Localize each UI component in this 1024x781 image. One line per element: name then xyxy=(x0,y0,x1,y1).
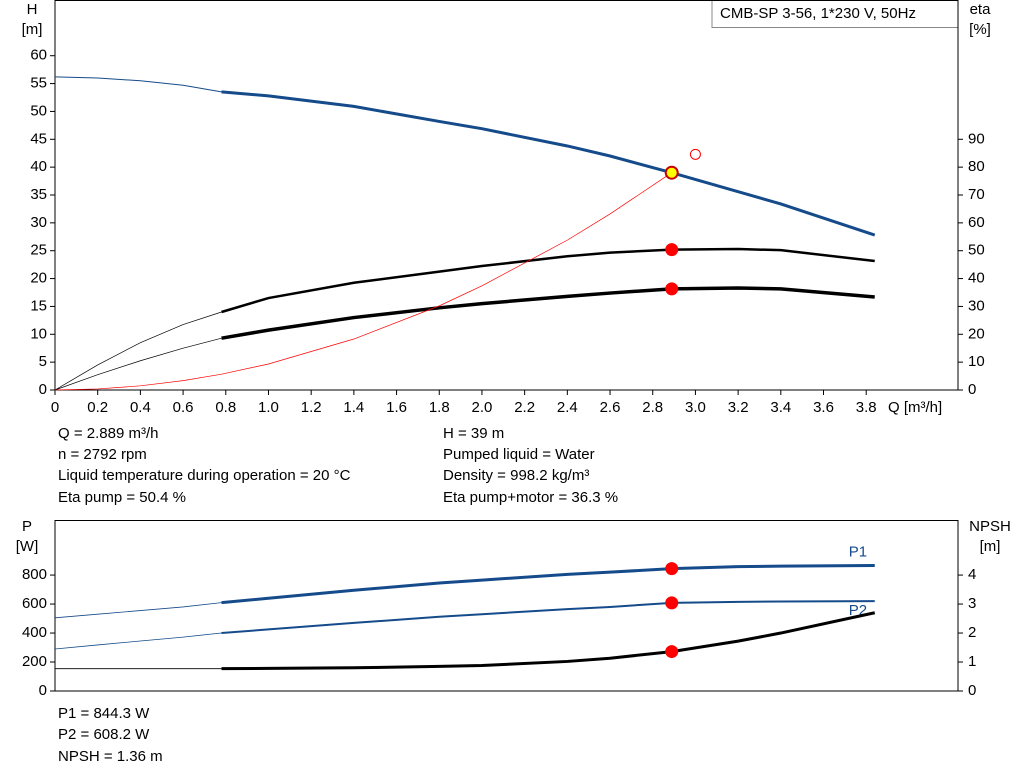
x-tick-label: 1.8 xyxy=(429,399,450,416)
x-tick-label: 2.2 xyxy=(514,399,535,416)
readout: Pumped liquid = Water xyxy=(443,446,595,463)
curve xyxy=(54,311,222,391)
operating-point xyxy=(665,596,679,610)
curve xyxy=(221,564,875,605)
curve xyxy=(54,76,222,93)
y2-tick-label: 20 xyxy=(968,325,985,342)
y2-axis-label: eta xyxy=(970,1,992,18)
y2-axis-unit: [m] xyxy=(980,538,1001,555)
y-tick-label: 0 xyxy=(39,381,47,398)
curve xyxy=(54,632,222,650)
x-tick-label: 3.0 xyxy=(685,399,706,416)
y-tick-label: 10 xyxy=(30,325,47,342)
x-tick-label: 2.0 xyxy=(472,399,493,416)
x-tick-label: 3.6 xyxy=(813,399,834,416)
curve xyxy=(221,90,876,237)
chart-title: CMB-SP 3-56, 1*230 V, 50Hz xyxy=(720,5,916,22)
curve xyxy=(54,602,222,619)
y2-tick-label: 80 xyxy=(968,158,985,175)
x-tick-label: 3.4 xyxy=(770,399,791,416)
readout: P2 = 608.2 W xyxy=(58,726,150,743)
y-tick-label: 25 xyxy=(30,242,47,259)
y2-tick-label: 1 xyxy=(968,653,976,670)
curve xyxy=(54,337,222,391)
y-tick-label: 800 xyxy=(22,566,47,583)
y-tick-label: 600 xyxy=(22,595,47,612)
y-axis-unit: [m] xyxy=(22,21,43,38)
curve xyxy=(221,286,875,340)
readout: Eta pump+motor = 36.3 % xyxy=(443,489,618,506)
x-tick-label: 1.4 xyxy=(343,399,364,416)
x-tick-label: 0.4 xyxy=(130,399,151,416)
x-tick-label: 0.6 xyxy=(173,399,194,416)
x-tick-label: 2.8 xyxy=(642,399,663,416)
y2-tick-label: 60 xyxy=(968,214,985,231)
y2-tick-label: 2 xyxy=(968,624,976,641)
x-tick-label: 3.8 xyxy=(856,399,877,416)
curve xyxy=(54,172,672,391)
curve xyxy=(221,600,875,635)
x-axis-label: Q [m³/h] xyxy=(888,399,942,416)
readout: Q = 2.889 m³/h xyxy=(58,425,158,442)
x-tick-label: 3.2 xyxy=(728,399,749,416)
readout: Density = 998.2 kg/m³ xyxy=(443,467,589,484)
curve xyxy=(221,611,876,671)
y2-tick-label: 0 xyxy=(968,682,976,699)
y2-tick-label: 50 xyxy=(968,242,985,259)
y-tick-label: 20 xyxy=(30,270,47,287)
x-tick-label: 0.8 xyxy=(215,399,236,416)
x-tick-label: 0 xyxy=(51,399,59,416)
y-tick-label: 15 xyxy=(30,297,47,314)
y-tick-label: 400 xyxy=(22,624,47,641)
y-tick-label: 5 xyxy=(39,353,47,370)
curve xyxy=(221,247,875,314)
readout: Eta pump = 50.4 % xyxy=(58,489,186,506)
operating-point xyxy=(665,562,679,576)
readout: P1 = 844.3 W xyxy=(58,705,150,722)
y2-axis-label: NPSH xyxy=(969,518,1011,535)
readout: NPSH = 1.36 m xyxy=(58,748,163,765)
y-tick-label: 30 xyxy=(30,214,47,231)
x-tick-label: 1.2 xyxy=(301,399,322,416)
operating-point xyxy=(665,282,679,296)
x-tick-label: 1.0 xyxy=(258,399,279,416)
y-tick-label: 0 xyxy=(39,682,47,699)
y-tick-label: 200 xyxy=(22,653,47,670)
y2-tick-label: 4 xyxy=(968,566,976,583)
x-tick-label: 2.4 xyxy=(557,399,578,416)
y2-tick-label: 70 xyxy=(968,186,985,203)
y-axis-unit: [W] xyxy=(16,538,39,555)
plot-frame xyxy=(54,520,959,692)
readout: n = 2792 rpm xyxy=(58,446,147,463)
y2-tick-label: 40 xyxy=(968,270,985,287)
y-tick-label: 55 xyxy=(30,75,47,92)
x-tick-label: 1.6 xyxy=(386,399,407,416)
y-tick-label: 40 xyxy=(30,158,47,175)
y2-tick-label: 3 xyxy=(968,595,976,612)
y-tick-label: 45 xyxy=(30,130,47,147)
x-tick-label: 2.6 xyxy=(600,399,621,416)
y-tick-label: 60 xyxy=(30,47,47,64)
series-label: P1 xyxy=(849,543,867,560)
y2-tick-label: 90 xyxy=(968,130,985,147)
y-tick-label: 50 xyxy=(30,102,47,119)
operating-point xyxy=(665,645,679,659)
operating-point xyxy=(664,165,679,180)
operating-point xyxy=(689,148,701,160)
y2-tick-label: 30 xyxy=(968,297,985,314)
readout: H = 39 m xyxy=(443,425,504,442)
y-tick-label: 35 xyxy=(30,186,47,203)
y2-tick-label: 0 xyxy=(968,381,976,398)
y2-axis-unit: [%] xyxy=(969,21,991,38)
y2-tick-label: 10 xyxy=(968,353,985,370)
y-axis-label: H xyxy=(27,1,38,18)
x-tick-label: 0.2 xyxy=(87,399,108,416)
operating-point xyxy=(665,243,679,257)
y-axis-label: P xyxy=(22,518,32,535)
title-box xyxy=(711,0,959,28)
readout: Liquid temperature during operation = 20… xyxy=(58,467,351,484)
